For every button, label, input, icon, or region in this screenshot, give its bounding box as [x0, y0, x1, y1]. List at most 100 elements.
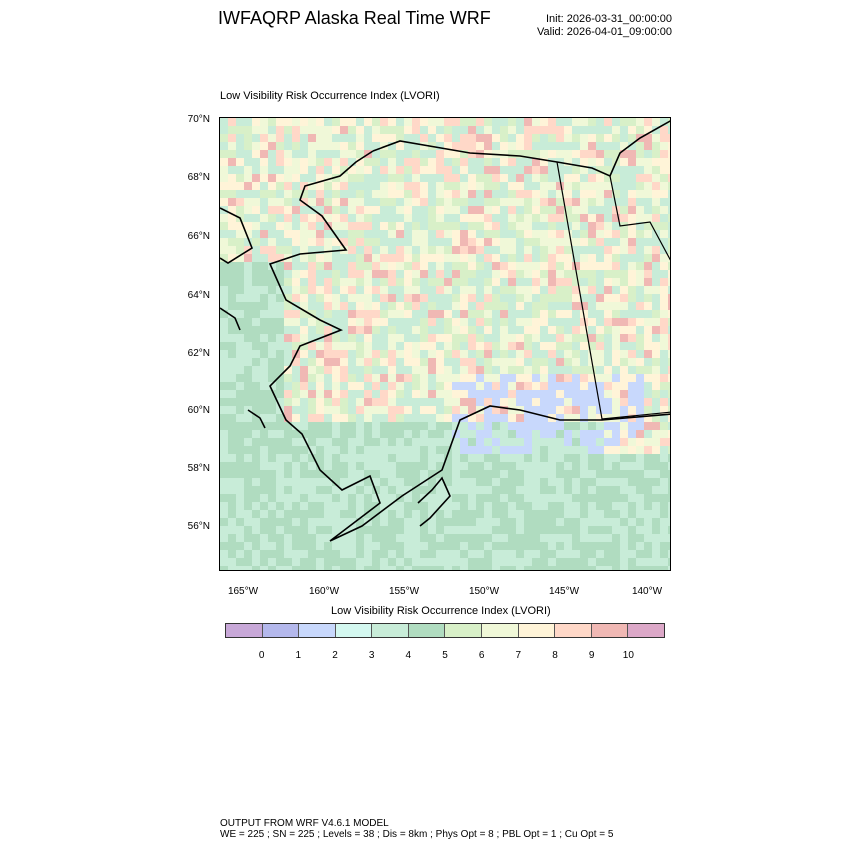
field-cell	[556, 334, 564, 342]
field-cell	[356, 542, 364, 550]
field-cell	[220, 430, 228, 438]
field-cell	[388, 254, 396, 262]
field-cell	[228, 374, 236, 382]
field-cell	[620, 126, 628, 134]
border	[556, 161, 670, 420]
field-cell	[412, 126, 420, 134]
field-cell	[308, 502, 316, 510]
field-cell	[316, 134, 324, 142]
field-cell	[492, 550, 500, 558]
field-cell	[244, 302, 252, 310]
field-cell	[612, 454, 620, 462]
field-cell	[420, 254, 428, 262]
field-cell	[508, 118, 516, 126]
field-cell	[524, 206, 532, 214]
field-cell	[228, 174, 236, 182]
field-cell	[548, 294, 556, 302]
field-cell	[236, 414, 244, 422]
field-cell	[588, 174, 596, 182]
field-cell	[468, 542, 476, 550]
field-cell	[268, 366, 276, 374]
field-cell	[356, 318, 364, 326]
field-cell	[588, 238, 596, 246]
field-cell	[372, 150, 380, 158]
field-cell	[324, 326, 332, 334]
field-cell	[612, 334, 620, 342]
field-cell	[524, 158, 532, 166]
field-cell	[468, 438, 476, 446]
field-cell	[652, 278, 660, 286]
field-cell	[644, 414, 652, 422]
field-cell	[516, 230, 524, 238]
field-cell	[444, 358, 452, 366]
field-cell	[452, 310, 460, 318]
field-cell	[444, 382, 452, 390]
field-cell	[244, 126, 252, 134]
field-cell	[308, 558, 316, 566]
field-cell	[252, 334, 260, 342]
field-cell	[460, 566, 468, 570]
field-cell	[404, 182, 412, 190]
field-cell	[436, 166, 444, 174]
field-cell	[468, 150, 476, 158]
field-cell	[540, 310, 548, 318]
field-cell	[396, 222, 404, 230]
field-cell	[516, 166, 524, 174]
field-cell	[500, 518, 508, 526]
field-cell	[588, 310, 596, 318]
field-cell	[596, 182, 604, 190]
field-cell	[316, 350, 324, 358]
field-cell	[340, 366, 348, 374]
field-cell	[324, 310, 332, 318]
field-cell	[292, 414, 300, 422]
field-cell	[588, 454, 596, 462]
field-cell	[364, 358, 372, 366]
field-cell	[268, 150, 276, 158]
field-cell	[580, 238, 588, 246]
field-cell	[516, 246, 524, 254]
field-cell	[452, 478, 460, 486]
field-cell	[540, 478, 548, 486]
field-cell	[452, 262, 460, 270]
field-cell	[260, 510, 268, 518]
field-cell	[404, 294, 412, 302]
field-cell	[252, 558, 260, 566]
field-cell	[468, 534, 476, 542]
field-cell	[540, 230, 548, 238]
field-cell	[404, 390, 412, 398]
field-cell	[524, 302, 532, 310]
field-cell	[428, 230, 436, 238]
field-cell	[588, 150, 596, 158]
field-cell	[300, 374, 308, 382]
field-cell	[580, 230, 588, 238]
field-cell	[356, 310, 364, 318]
field-cell	[372, 382, 380, 390]
field-cell	[420, 422, 428, 430]
field-cell	[236, 454, 244, 462]
field-cell	[620, 246, 628, 254]
field-cell	[292, 358, 300, 366]
field-cell	[540, 270, 548, 278]
field-cell	[548, 518, 556, 526]
field-cell	[276, 206, 284, 214]
field-cell	[388, 566, 396, 570]
field-cell	[556, 238, 564, 246]
field-cell	[524, 310, 532, 318]
field-cell	[252, 518, 260, 526]
field-cell	[588, 270, 596, 278]
field-cell	[300, 158, 308, 166]
field-cell	[444, 342, 452, 350]
field-cell	[428, 406, 436, 414]
field-cell	[308, 382, 316, 390]
field-cell	[332, 286, 340, 294]
field-cell	[276, 270, 284, 278]
field-cell	[308, 534, 316, 542]
field-cell	[652, 350, 660, 358]
field-cell	[372, 510, 380, 518]
field-cell	[500, 430, 508, 438]
field-cell	[300, 294, 308, 302]
field-cell	[500, 566, 508, 570]
field-cell	[540, 406, 548, 414]
field-cell	[484, 382, 492, 390]
field-cell	[596, 222, 604, 230]
